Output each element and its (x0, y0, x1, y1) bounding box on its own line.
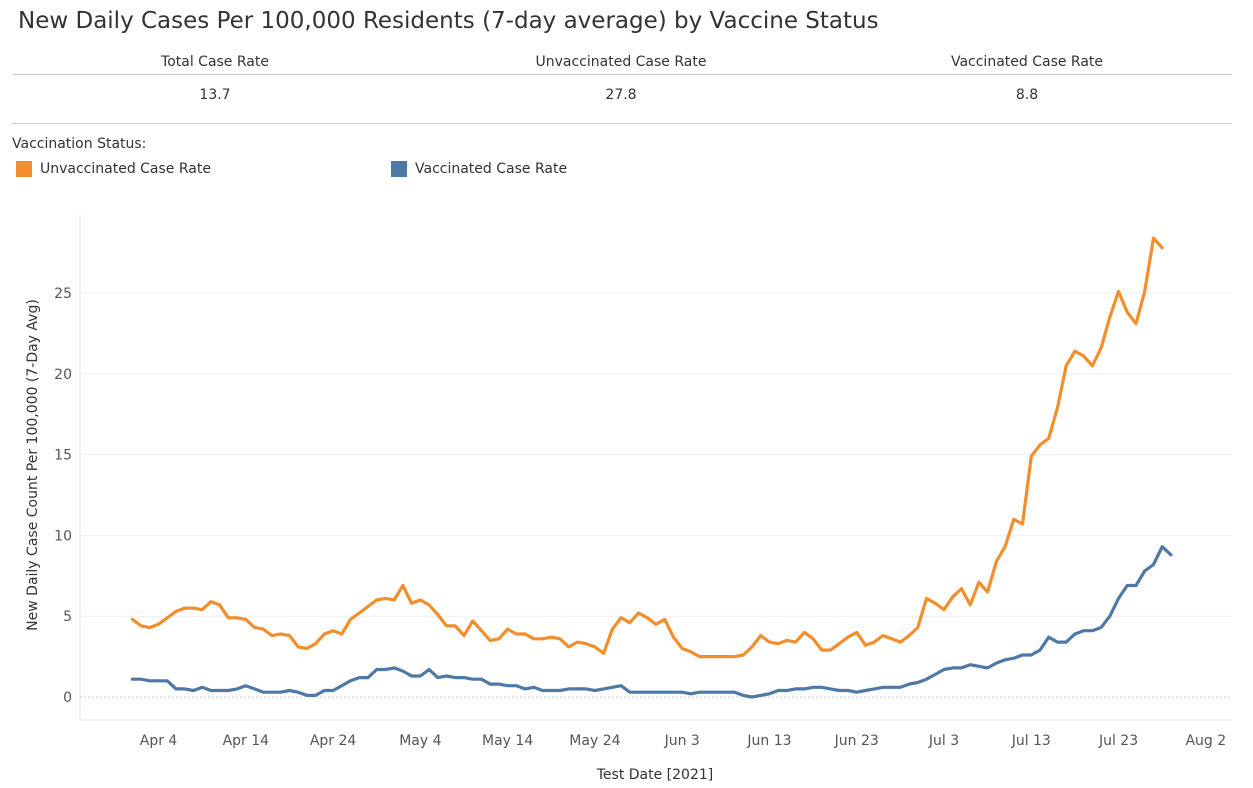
kpi-label: Vaccinated Case Rate (950, 54, 1104, 70)
line-chart: 0 5 10 15 20 25 Apr 4 Apr 14 Apr 24 May 4 May 14 Ma… (25, 212, 1232, 783)
legend-label: Unvaccinated Case Rate (40, 161, 211, 177)
x-axis-title: Test Date [2021] (596, 767, 713, 783)
kpi-header-divider (12, 74, 1232, 75)
x-tick-label: Jul 13 (1011, 733, 1051, 749)
kpi-label: Total Case Rate (161, 54, 269, 70)
x-tick-label: Jun 3 (664, 733, 700, 749)
x-tick-label: May 14 (482, 733, 533, 749)
y-tick-label: 5 (63, 609, 72, 625)
x-tick-label: Jul 23 (1098, 733, 1138, 749)
x-tick-label: Aug 2 (1185, 733, 1226, 749)
page-title: New Daily Cases Per 100,000 Residents (7… (18, 8, 879, 34)
x-tick-label: Jun 23 (834, 733, 879, 749)
legend-item-vaccinated[interactable]: Vaccinated Case Rate (391, 161, 567, 177)
x-tick-label: May 4 (399, 733, 441, 749)
kpi-unvaccinated: Unvaccinated Case Rate 27.8 (418, 50, 824, 103)
kpi-value: 27.8 (605, 87, 637, 103)
kpi-value: 8.8 (1015, 87, 1039, 103)
kpi-table: Total Case Rate 13.7 Unvaccinated Case R… (12, 50, 1232, 124)
series-line-unvaccinated-case-rate (130, 236, 1164, 659)
y-axis-title: New Daily Case Count Per 100,000 (7-Day … (25, 299, 41, 631)
x-tick-label: Apr 14 (223, 733, 270, 749)
x-tick-label: Jul 3 (928, 733, 959, 749)
y-tick-label: 15 (54, 448, 72, 464)
x-tick-label: May 24 (569, 733, 620, 749)
legend-title: Vaccination Status: (12, 136, 147, 152)
kpi-label: Unvaccinated Case Rate (535, 54, 707, 70)
legend-swatch-unvaccinated (16, 161, 32, 177)
kpi-bottom-divider (12, 123, 1232, 124)
x-tick-label: Jun 13 (746, 733, 791, 749)
kpi-value: 13.7 (199, 87, 231, 103)
y-tick-label: 0 (63, 690, 72, 706)
y-tick-label: 10 (54, 528, 72, 544)
kpi-total: Total Case Rate 13.7 (12, 50, 418, 103)
series-line-vaccinated-case-rate (130, 545, 1173, 699)
legend-label: Vaccinated Case Rate (415, 161, 568, 177)
y-tick-label: 20 (54, 367, 72, 383)
x-tick-label: Apr 4 (140, 733, 178, 749)
legend-item-unvaccinated[interactable]: Unvaccinated Case Rate (16, 161, 211, 177)
kpi-vaccinated: Vaccinated Case Rate 8.8 (824, 50, 1230, 103)
y-tick-label: 25 (54, 286, 72, 302)
x-tick-label: Apr 24 (310, 733, 357, 749)
legend-swatch-vaccinated (391, 161, 407, 177)
